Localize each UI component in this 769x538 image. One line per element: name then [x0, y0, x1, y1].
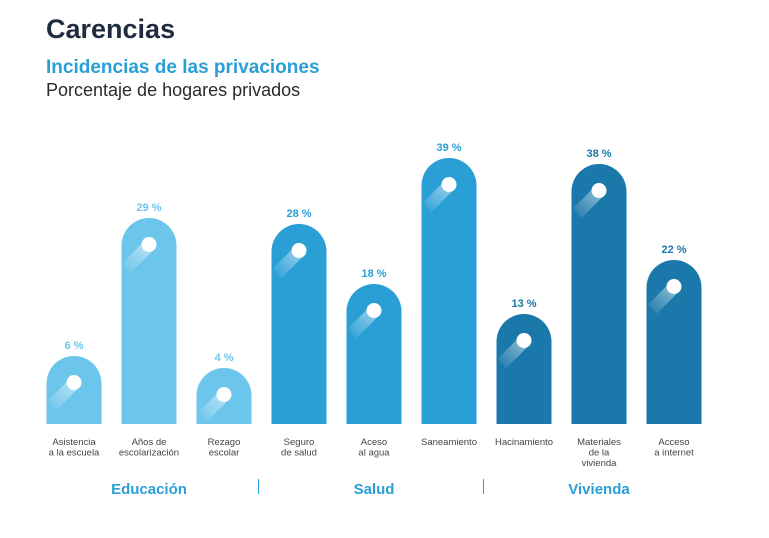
bar-highlight-dot — [666, 279, 682, 294]
page-title: Carencias — [46, 14, 176, 44]
category-label: al agua — [358, 448, 390, 459]
category-label: escolar — [209, 448, 240, 459]
category-label: Saneamiento — [421, 437, 477, 448]
bar-highlight-dot — [516, 333, 532, 348]
value-label: 22 % — [661, 244, 686, 256]
value-label: 39 % — [436, 142, 461, 154]
bar-highlight-dot — [66, 375, 82, 390]
bar-highlight-dot — [441, 177, 457, 192]
bar-highlight-dot — [216, 387, 232, 402]
category-label: vivienda — [582, 458, 618, 469]
value-label: 18 % — [361, 268, 386, 280]
bar — [571, 163, 627, 424]
category-label: Aceso — [361, 437, 387, 448]
category-label: Rezago — [208, 437, 241, 448]
value-label: 29 % — [136, 202, 161, 214]
category-label: de salud — [281, 448, 317, 459]
chart-subtitle: Incidencias de las privaciones — [46, 57, 320, 78]
bar-highlight-dot — [141, 237, 157, 252]
bar-highlight-dot — [366, 303, 382, 318]
category-label: a la escuela — [49, 448, 100, 459]
value-label: 6 % — [65, 340, 84, 352]
category-label: Acceso — [658, 437, 689, 448]
category-label: escolarización — [119, 448, 179, 459]
value-label: 28 % — [286, 208, 311, 220]
bar — [421, 158, 477, 424]
value-label: 4 % — [215, 352, 234, 364]
chart-description: Porcentaje de hogares privados — [46, 80, 301, 100]
value-label: 38 % — [586, 148, 611, 160]
bar — [496, 314, 552, 424]
bar-highlight-dot — [591, 183, 607, 198]
group-label: Educación — [111, 481, 187, 498]
bar — [121, 218, 177, 424]
group-label: Salud — [354, 481, 395, 498]
category-label: Hacinamiento — [495, 437, 553, 448]
category-label: a internet — [654, 448, 694, 459]
value-label: 13 % — [511, 298, 536, 310]
category-label: Seguro — [284, 437, 315, 448]
bar-highlight-dot — [291, 243, 307, 258]
category-label: Años de — [132, 437, 167, 448]
category-label: Asistencia — [52, 437, 96, 448]
category-label: de la — [589, 448, 610, 459]
category-label: Materiales — [577, 437, 621, 448]
group-label: Vivienda — [568, 481, 630, 498]
